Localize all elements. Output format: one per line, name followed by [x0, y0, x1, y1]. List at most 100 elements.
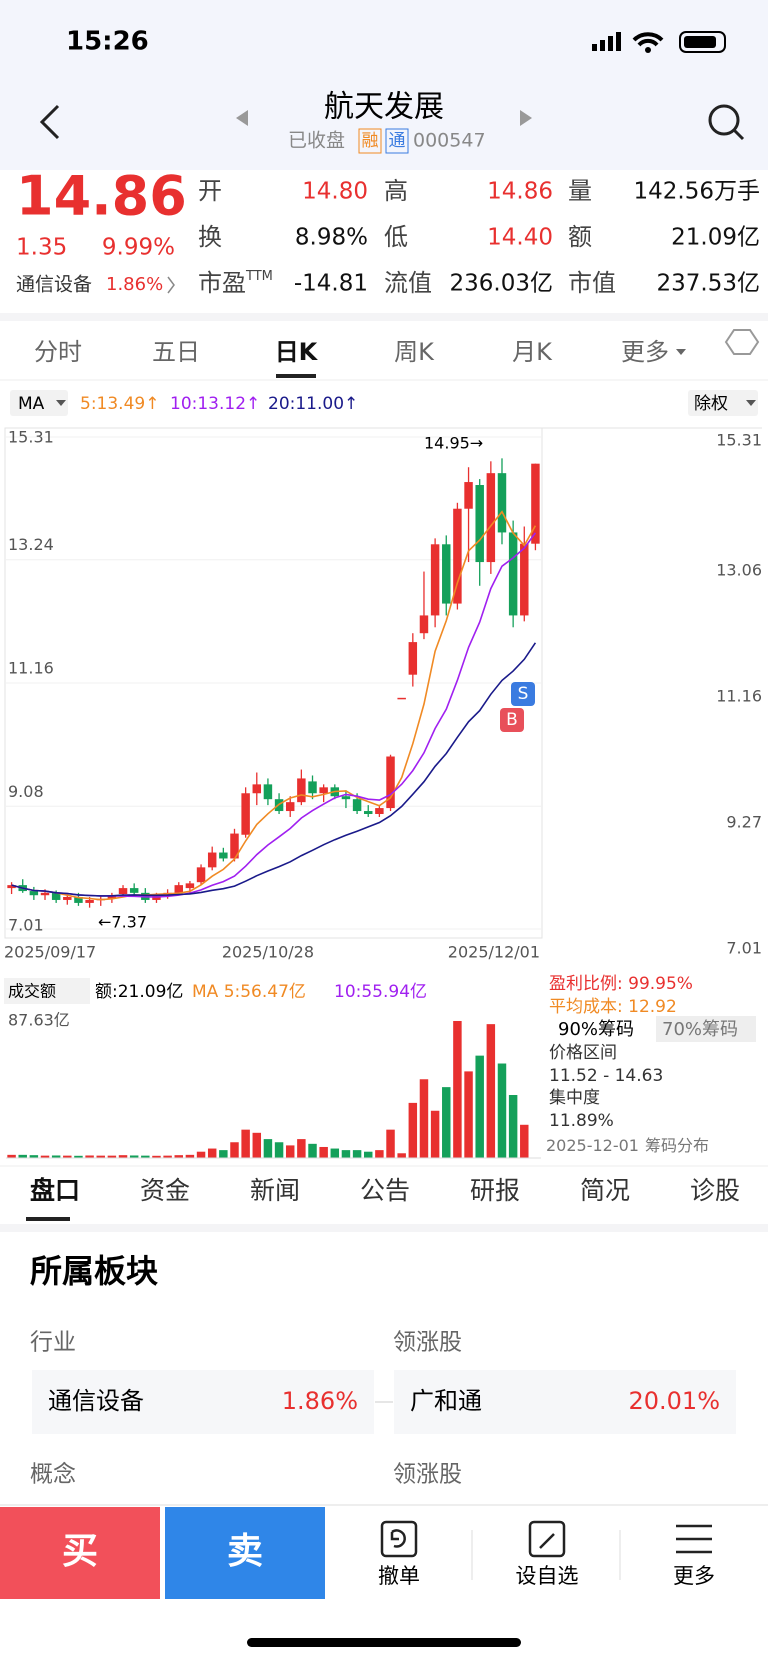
right-tick-label: 9.27	[726, 813, 762, 832]
section-tab[interactable]: 盘口	[30, 1176, 80, 1205]
chip: 11.52 - 14.63	[549, 1066, 663, 1086]
marker-bg	[511, 682, 535, 706]
section-tab[interactable]: 诊股	[690, 1176, 740, 1205]
candle-body	[74, 896, 83, 903]
time: 15:26	[66, 27, 149, 57]
search[interactable]	[708, 104, 740, 136]
candle-body	[51, 892, 61, 900]
card[interactable]	[394, 1370, 736, 1434]
volume-bar	[308, 1143, 317, 1158]
volume-bar	[219, 1150, 228, 1158]
ma-line	[11, 510, 537, 901]
candle-body	[386, 756, 395, 809]
volume-bar	[174, 1155, 183, 1158]
label: 概念	[30, 1462, 76, 1488]
title: 筹码分布	[645, 1136, 709, 1155]
right-tick-label: 15.31	[716, 431, 762, 450]
y-tick-label: 11.16	[8, 659, 54, 678]
chip: 盈利比例: 99.95%	[549, 974, 693, 994]
tab[interactable]: 月K	[512, 338, 553, 366]
vol-label-bg	[4, 978, 90, 1004]
volume-bar	[196, 1151, 206, 1158]
candle-body	[319, 787, 328, 794]
candle-body	[397, 697, 406, 700]
volume-bar	[430, 1110, 440, 1158]
volume-bar	[252, 1132, 262, 1158]
y-tick-label: 7.01	[8, 916, 44, 935]
volume-bar	[520, 1124, 529, 1158]
volume-bar	[7, 1154, 16, 1158]
card-name: 通信设备	[48, 1387, 144, 1415]
x-tick-label: 2025/09/17	[4, 943, 96, 962]
tab[interactable]: 周K	[394, 338, 435, 366]
tab[interactable]: 分时	[34, 338, 82, 366]
field-label: 高	[384, 177, 408, 205]
card[interactable]	[32, 1370, 374, 1434]
field-label: 低	[384, 223, 408, 251]
buy[interactable]	[0, 1507, 160, 1599]
field-value: 14.80	[302, 179, 368, 205]
buy-label: 买	[62, 1531, 98, 1572]
next[interactable]	[520, 110, 532, 126]
right-tick-label: 13.06	[716, 561, 762, 580]
stock-name: 航天发展	[324, 90, 444, 125]
status-icons	[592, 31, 726, 53]
candle-body	[263, 784, 273, 800]
btn[interactable]: 设自选	[516, 1564, 579, 1588]
chip: 集中度	[549, 1088, 600, 1108]
marker: S	[518, 684, 529, 704]
ma-line	[11, 642, 537, 897]
x-tick-label: 2025/12/01	[448, 943, 540, 962]
volume-bar	[375, 1150, 384, 1158]
tab-underline	[276, 374, 316, 378]
volume-bar	[352, 1150, 362, 1158]
candle-body	[174, 885, 183, 893]
volume-bar	[152, 1155, 161, 1158]
sector: 通信设备	[16, 274, 92, 296]
candle-body	[63, 896, 72, 900]
section-tab[interactable]: 公告	[360, 1176, 410, 1205]
volume-bar	[207, 1148, 217, 1158]
tab[interactable]: 更多	[621, 338, 669, 366]
section-tab[interactable]: 研报	[470, 1176, 520, 1205]
tab[interactable]: 五日	[152, 338, 200, 366]
card-pct: 1.86%	[282, 1387, 358, 1415]
volume-bar	[129, 1155, 139, 1158]
section-tab[interactable]: 新闻	[250, 1176, 300, 1205]
sup: TTM	[245, 269, 273, 284]
section-tab[interactable]: 资金	[140, 1176, 190, 1205]
volume-bar	[442, 1087, 451, 1158]
sell[interactable]	[165, 1507, 325, 1599]
field-label: 换	[198, 223, 222, 251]
candle-body	[475, 485, 484, 563]
btn[interactable]: 更多	[673, 1564, 715, 1588]
top-bg	[0, 0, 768, 170]
chip: 70%筹码	[662, 1019, 738, 1040]
btn[interactable]: 撤单	[378, 1564, 420, 1588]
candle-body	[352, 799, 362, 812]
prev[interactable]	[236, 110, 248, 126]
field-value: 21.09亿	[671, 225, 760, 251]
right-tick-label: 11.16	[716, 687, 762, 706]
volume-bar	[475, 1055, 484, 1158]
volume-bar	[453, 1020, 462, 1158]
volume-bar	[274, 1142, 284, 1158]
chip-tab	[656, 1016, 756, 1042]
tab[interactable]: 日K	[275, 338, 319, 366]
change: 1.35	[16, 235, 67, 261]
candle-body	[486, 473, 496, 563]
section-tab[interactable]: 简况	[580, 1176, 630, 1205]
candle-body	[508, 532, 518, 616]
tag: 融	[362, 131, 379, 151]
candle-body	[252, 784, 262, 794]
volume-bar	[263, 1139, 273, 1158]
candle-body	[464, 482, 473, 509]
candle-body	[7, 885, 16, 889]
back[interactable]	[39, 104, 60, 140]
candle-body	[29, 891, 39, 896]
field-value: -14.81	[294, 271, 368, 297]
volume-bar	[397, 1153, 406, 1158]
card-pct: 20.01%	[628, 1387, 720, 1415]
pct: 9.99%	[102, 235, 175, 261]
chip-date: 2025-12-01 筹码分布	[546, 1136, 709, 1155]
